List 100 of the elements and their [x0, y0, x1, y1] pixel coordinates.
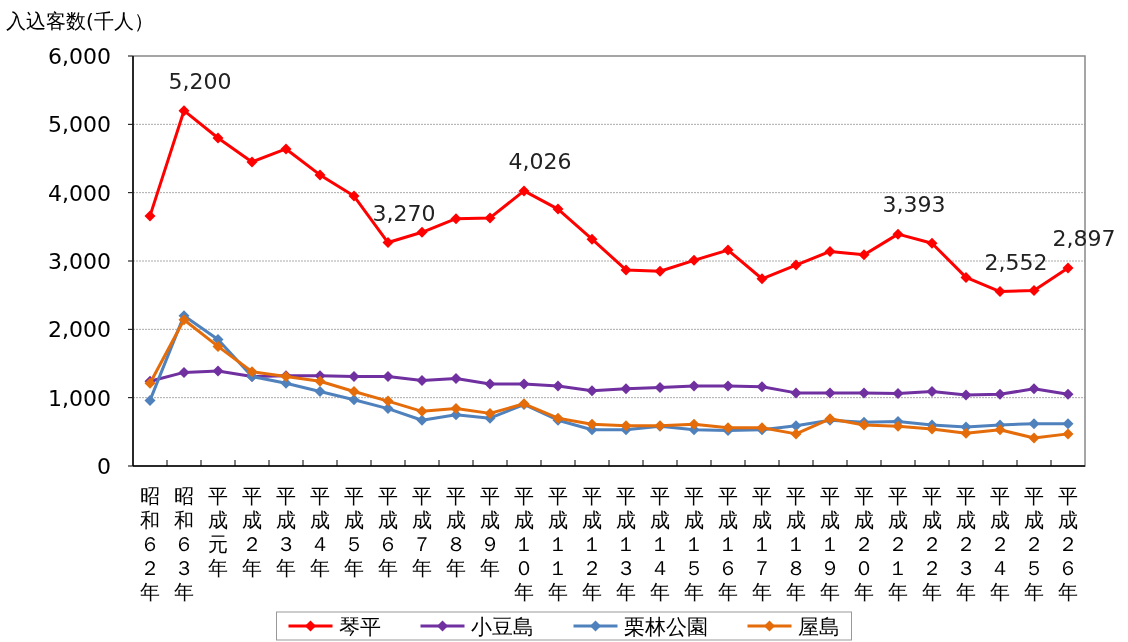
y-tick-label: 0 — [97, 454, 111, 479]
point — [450, 373, 462, 385]
x-tick-label: 平成１２年 — [582, 484, 602, 604]
x-tick-label: 平成２年 — [242, 484, 262, 580]
y-axis-title: 入込客数(千人） — [6, 9, 154, 33]
x-tick-label: 平成１８年 — [786, 484, 806, 604]
point — [620, 420, 632, 432]
x-tick-label: 平成１９年 — [820, 484, 840, 604]
point — [246, 156, 258, 168]
point — [1062, 428, 1074, 440]
x-tick-label: 平成２０年 — [854, 484, 874, 604]
legend-label: 栗林公園 — [623, 615, 708, 639]
point — [1028, 432, 1040, 444]
point — [960, 271, 972, 283]
x-tick-label: 平成７年 — [412, 484, 432, 580]
point — [280, 143, 292, 155]
data-label: 3,270 — [372, 200, 436, 226]
point — [314, 375, 326, 387]
point — [314, 169, 326, 181]
point — [416, 405, 428, 417]
x-tick-label: 平成元年 — [208, 484, 228, 580]
point — [450, 403, 462, 415]
x-tick-label: 平成４年 — [310, 484, 330, 580]
x-tick-label: 平成６年 — [378, 484, 398, 580]
x-tick-label: 平成９年 — [480, 484, 500, 580]
point — [212, 340, 224, 352]
x-tick-label: 平成２２年 — [922, 484, 942, 604]
point — [314, 386, 326, 398]
point — [144, 210, 156, 222]
point — [586, 233, 598, 245]
point — [688, 254, 700, 266]
point — [654, 265, 666, 277]
point — [484, 407, 496, 419]
x-tick-label: 平成３年 — [276, 484, 296, 580]
point — [178, 314, 190, 326]
point — [416, 226, 428, 238]
point — [178, 105, 190, 117]
y-tick-label: 6,000 — [48, 44, 111, 69]
point — [586, 418, 598, 430]
point — [790, 259, 802, 271]
legend-label: 屋島 — [797, 615, 840, 639]
x-tick-label: 平成１４年 — [650, 484, 670, 604]
x-tick-label: 平成２３年 — [956, 484, 976, 604]
x-tick-label: 平成２５年 — [1024, 484, 1044, 604]
x-tick-label: 平成５年 — [344, 484, 364, 580]
point — [824, 245, 836, 257]
legend-label: 小豆島 — [470, 615, 534, 639]
point — [144, 394, 156, 406]
y-tick-label: 4,000 — [48, 180, 111, 206]
x-tick-label: 平成１５年 — [684, 484, 704, 604]
point — [450, 213, 462, 225]
data-label: 3,393 — [882, 192, 946, 218]
point — [892, 228, 904, 240]
x-tick-label: 平成８年 — [446, 484, 466, 580]
point — [722, 380, 734, 392]
point — [586, 385, 598, 397]
y-tick-label: 5,000 — [48, 112, 111, 138]
point — [484, 378, 496, 390]
data-label: 4,026 — [508, 148, 572, 174]
point — [926, 423, 938, 435]
point — [756, 273, 768, 285]
x-tick-label: 平成１０年 — [514, 484, 534, 604]
point — [926, 237, 938, 249]
x-tick-label: 平成２４年 — [990, 484, 1010, 604]
point — [1028, 418, 1040, 430]
point — [892, 388, 904, 400]
point — [416, 375, 428, 387]
point — [1062, 388, 1074, 400]
point — [1028, 383, 1040, 395]
point — [688, 380, 700, 392]
point — [790, 387, 802, 399]
x-tick-label: 平成１３年 — [616, 484, 636, 604]
point — [994, 286, 1006, 298]
point — [382, 403, 394, 415]
y-tick-label: 1,000 — [48, 385, 111, 411]
point — [484, 212, 496, 224]
y-tick-label: 2,000 — [48, 317, 111, 343]
point — [246, 366, 258, 378]
point — [1062, 262, 1074, 274]
point — [756, 381, 768, 393]
legend-label: 琴平 — [338, 615, 381, 639]
point — [212, 132, 224, 144]
point — [382, 395, 394, 407]
point — [960, 389, 972, 401]
point — [722, 244, 734, 256]
y-tick-label: 3,000 — [48, 249, 111, 274]
point — [552, 203, 564, 215]
x-tick-label: 平成２１年 — [888, 484, 908, 604]
point — [654, 381, 666, 393]
point — [790, 428, 802, 440]
data-label: 2,897 — [1052, 226, 1116, 252]
point — [858, 387, 870, 399]
x-tick-label: 平成２６年 — [1058, 484, 1078, 604]
point — [960, 427, 972, 439]
point — [518, 185, 530, 197]
point — [994, 424, 1006, 436]
point — [348, 386, 360, 398]
point — [858, 249, 870, 261]
point — [620, 383, 632, 395]
point — [1028, 284, 1040, 296]
